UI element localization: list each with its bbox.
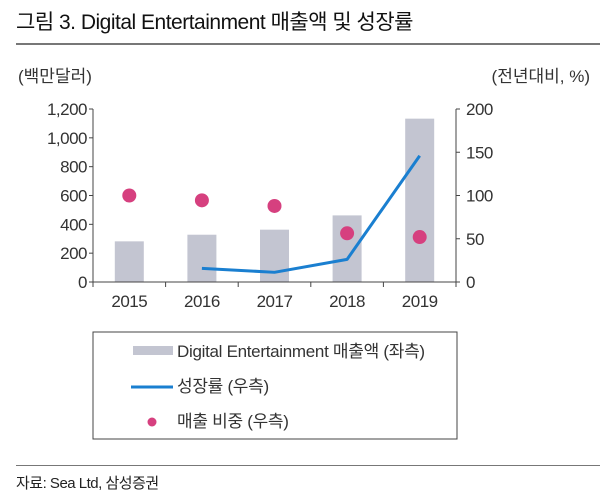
chart-title: 그림 3. Digital Entertainment 매출액 및 성장률 bbox=[16, 11, 414, 34]
x-tick-label: 2016 bbox=[184, 292, 220, 311]
source-note: 자료: Sea Ltd, 삼성증권 bbox=[16, 475, 159, 492]
share-dot-2019 bbox=[412, 230, 427, 245]
x-tick-label: 2015 bbox=[111, 292, 147, 311]
share-dot-2016 bbox=[194, 193, 209, 208]
right-tick-label: 50 bbox=[466, 230, 484, 249]
bar-2017 bbox=[260, 229, 289, 282]
left-tick-label: 800 bbox=[60, 158, 87, 177]
share-dot-2018 bbox=[340, 226, 355, 241]
legend-swatch-bar bbox=[133, 346, 173, 355]
left-tick-label: 1,200 bbox=[47, 100, 87, 119]
growth-rate-line bbox=[201, 154, 421, 274]
bar-2018 bbox=[332, 215, 362, 282]
bar-2019 bbox=[405, 118, 435, 282]
right-axis-label: (전년대비, %) bbox=[492, 67, 590, 86]
legend-label: 성장률 (우측) bbox=[177, 377, 269, 396]
x-tick-label: 2019 bbox=[402, 292, 438, 311]
left-tick-label: 600 bbox=[60, 187, 87, 206]
legend-swatch-dot bbox=[147, 417, 157, 427]
left-axis-label: (백만달러) bbox=[18, 67, 92, 86]
share-dot-2015 bbox=[122, 188, 137, 203]
source-divider bbox=[16, 465, 600, 466]
x-tick-label: 2018 bbox=[329, 292, 365, 311]
right-tick-label: 150 bbox=[466, 143, 493, 162]
title-divider bbox=[16, 43, 600, 45]
right-tick-label: 0 bbox=[466, 273, 475, 292]
legend-label: Digital Entertainment 매출액 (좌측) bbox=[177, 342, 425, 361]
right-tick-label: 200 bbox=[466, 100, 493, 119]
legend-label: 매출 비중 (우측) bbox=[177, 412, 289, 431]
left-tick-label: 400 bbox=[60, 215, 87, 234]
left-tick-label: 200 bbox=[60, 244, 87, 263]
share-dot-2017 bbox=[267, 198, 282, 213]
left-tick-label: 0 bbox=[78, 273, 87, 292]
right-tick-label: 100 bbox=[466, 187, 493, 206]
x-tick-label: 2017 bbox=[257, 292, 293, 311]
bar-2016 bbox=[187, 234, 217, 282]
bar-2015 bbox=[114, 241, 144, 282]
left-tick-label: 1,000 bbox=[47, 129, 87, 148]
